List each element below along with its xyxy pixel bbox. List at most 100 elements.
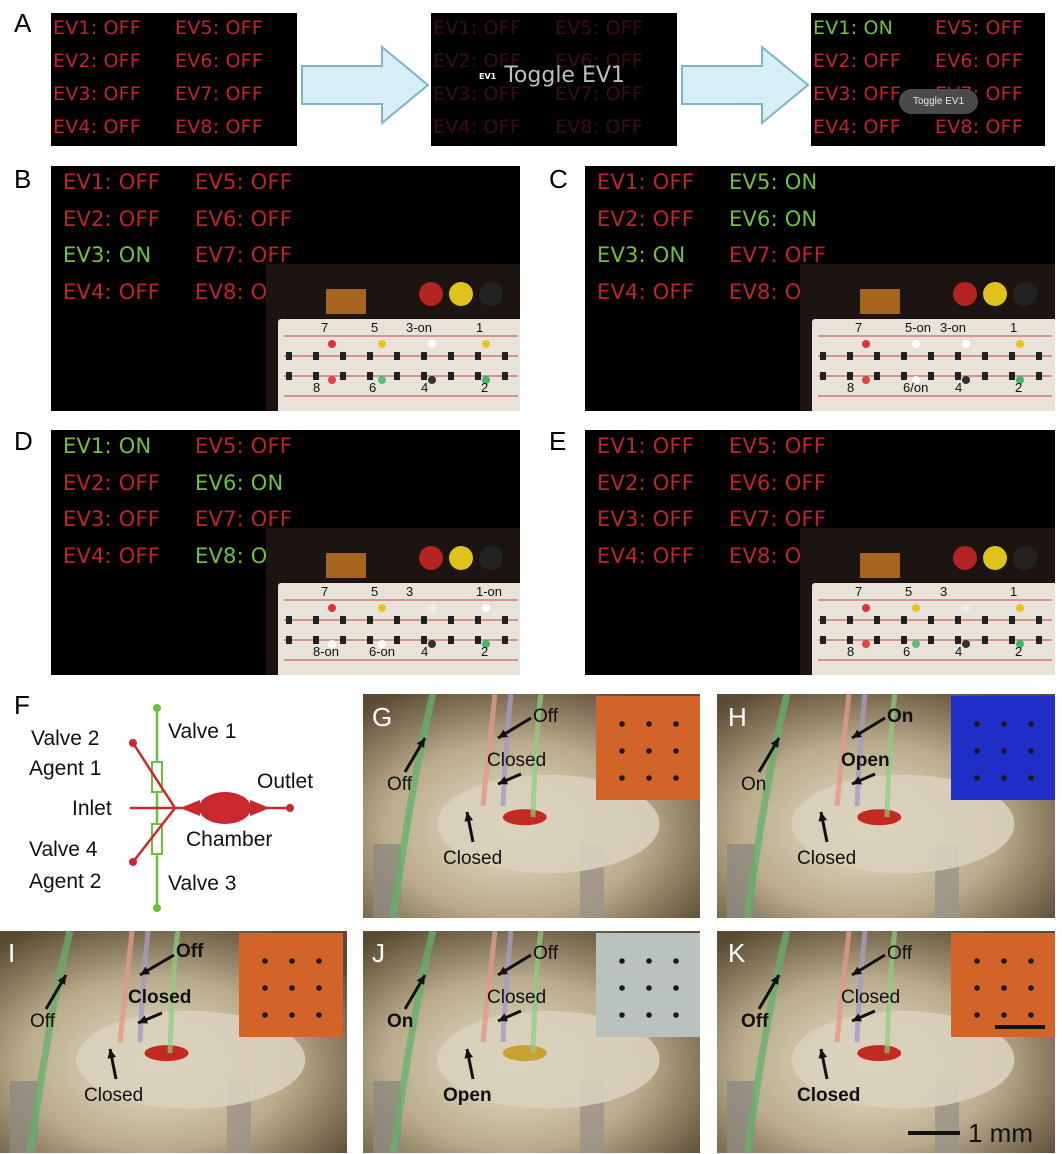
arrow-right-icon	[301, 44, 430, 126]
panel-label-h: H	[728, 702, 747, 732]
status-ev6: EV6: OFF	[729, 470, 827, 495]
photo-h: On On Open Closed	[717, 694, 1055, 918]
valve-1-label: Valve 1	[168, 720, 237, 743]
microfluidic-diagram	[129, 704, 294, 912]
status-ev3: EV3: OFF	[813, 83, 901, 105]
panel-label-c: C	[549, 164, 568, 194]
screen-a-result: EV1: ON EV2: OFF EV3: OFF EV4: OFF EV5: OFF E…	[811, 13, 1045, 146]
panel-label-k: K	[728, 938, 746, 968]
status-ev5: EV5: OFF	[195, 170, 293, 194]
upper-valve-state: Closed	[487, 750, 547, 771]
status-ev4: EV4: OFF	[63, 543, 161, 568]
scale-bar-label: 1 mm	[968, 1118, 1033, 1148]
upper-valve-state: Closed	[841, 987, 901, 1008]
led-label-bottom: 8	[313, 380, 321, 395]
ev1-badge-icon: EV1	[479, 71, 497, 81]
led-label-bottom: 4	[955, 644, 963, 659]
status-ev2: EV2: OFF	[813, 50, 901, 72]
screen-a-initial: EV1: OFF EV2: OFF EV3: OFF EV4: OFF EV5: OFF…	[51, 13, 297, 146]
scale-bar	[908, 1131, 960, 1135]
agent-1-label: Agent 1	[29, 757, 102, 780]
status-ev5: EV5: OFF	[729, 434, 827, 458]
led-label-bottom: 6	[903, 644, 911, 659]
well-plate-inset	[596, 933, 700, 1037]
led-label-bottom: 4	[955, 380, 963, 395]
led-label-bottom: 2	[1015, 644, 1023, 659]
status-ev3: EV3: OFF	[597, 507, 695, 531]
led-label-top: 7	[855, 584, 863, 599]
led-label-top: 7	[321, 320, 329, 335]
panel-label-a: A	[14, 8, 32, 38]
status-ev4: EV4: OFF	[53, 116, 141, 138]
top-tube-state: Off	[533, 706, 558, 727]
panel-label-j: J	[372, 938, 385, 968]
left-tube-state: Off	[387, 774, 412, 795]
breadboard-photo	[266, 528, 520, 675]
led-label-bottom: 4	[421, 644, 429, 659]
toggle-text: Toggle EV1	[504, 63, 625, 88]
breadboard-photo	[800, 528, 1055, 675]
status-ev4: EV4: OFF	[597, 543, 695, 568]
led-label-bottom: 2	[1015, 380, 1023, 395]
lower-valve-state: Closed	[443, 848, 503, 869]
led-label-top: 5	[371, 320, 379, 335]
led-label-bottom: 8	[847, 380, 855, 395]
microscope-photo	[717, 694, 1055, 918]
panel-label-d: D	[14, 426, 33, 456]
photo-g: Off Off Closed Closed	[363, 694, 700, 918]
status-ev1: EV1: OFF	[433, 17, 521, 39]
led-label-top: 1	[476, 320, 484, 335]
status-ev6: EV6: OFF	[195, 206, 293, 231]
led-label-top: 3-on	[406, 320, 433, 335]
status-ev2: EV2: OFF	[53, 50, 141, 72]
status-ev5: EV5: ON	[729, 170, 818, 194]
upper-valve-state: Closed	[487, 987, 547, 1008]
panel-label-b: B	[14, 164, 32, 194]
well-plate-inset	[596, 696, 700, 800]
status-ev3: EV3: OFF	[63, 507, 161, 531]
led-label-top: 7	[855, 320, 863, 335]
lower-valve-state: Closed	[797, 848, 857, 869]
status-ev1: EV1: OFF	[597, 170, 695, 194]
status-ev8: EV8: OFF	[555, 116, 643, 138]
status-ev6: EV6: ON	[729, 206, 818, 231]
screen-e: EV1: OFF EV2: OFF EV3: OFF EV4: OFF EV5: OFF…	[585, 430, 1055, 675]
upper-valve-state: Open	[841, 750, 890, 771]
led-label-top: 1	[1010, 584, 1018, 599]
status-ev1: EV1: OFF	[597, 434, 695, 458]
status-ev4: EV4: OFF	[63, 279, 161, 304]
panel-label-e: E	[549, 426, 567, 456]
left-tube-state: On	[387, 1011, 414, 1032]
status-ev2: EV2: OFF	[63, 470, 161, 495]
valve-4-label: Valve 4	[29, 838, 98, 861]
left-tube-state: Off	[741, 1011, 769, 1032]
panel-label-f: F	[14, 690, 30, 720]
lower-valve-state: Open	[443, 1085, 492, 1106]
panel-label-i: I	[8, 938, 16, 968]
led-label-bottom: 2	[481, 380, 489, 395]
photo-j: On Off Closed Open	[363, 931, 700, 1153]
lower-valve-state: Closed	[797, 1085, 861, 1106]
status-ev8: EV8: OFF	[935, 116, 1023, 138]
status-ev5: EV5: OFF	[935, 17, 1023, 39]
led-label-bottom: 8	[847, 644, 855, 659]
status-ev5: EV5: OFF	[555, 17, 643, 39]
status-ev8: EV8: OFF	[175, 116, 263, 138]
led-label-bottom: 6-on	[369, 644, 396, 659]
left-tube-state: Off	[30, 1011, 55, 1032]
status-ev3: EV3: ON	[63, 243, 152, 267]
status-ev1: EV1: ON	[63, 434, 152, 458]
top-tube-state: Off	[533, 943, 558, 964]
status-ev1: EV1: ON	[813, 17, 894, 39]
toggle-overlay: EV1 Toggle EV1	[479, 63, 625, 88]
toast-notification: Toggle EV1	[899, 89, 979, 114]
status-ev4: EV4: OFF	[433, 116, 521, 138]
top-tube-state: On	[887, 706, 914, 727]
valve-2-label: Valve 2	[31, 727, 100, 750]
photo-i: Off Off Closed Closed	[0, 931, 347, 1153]
agent-2-label: Agent 2	[29, 870, 102, 893]
status-ev7: EV7: OFF	[729, 243, 827, 267]
status-ev4: EV4: OFF	[597, 279, 695, 304]
status-ev3: EV3: OFF	[433, 83, 521, 105]
status-ev5: EV5: OFF	[175, 17, 263, 39]
